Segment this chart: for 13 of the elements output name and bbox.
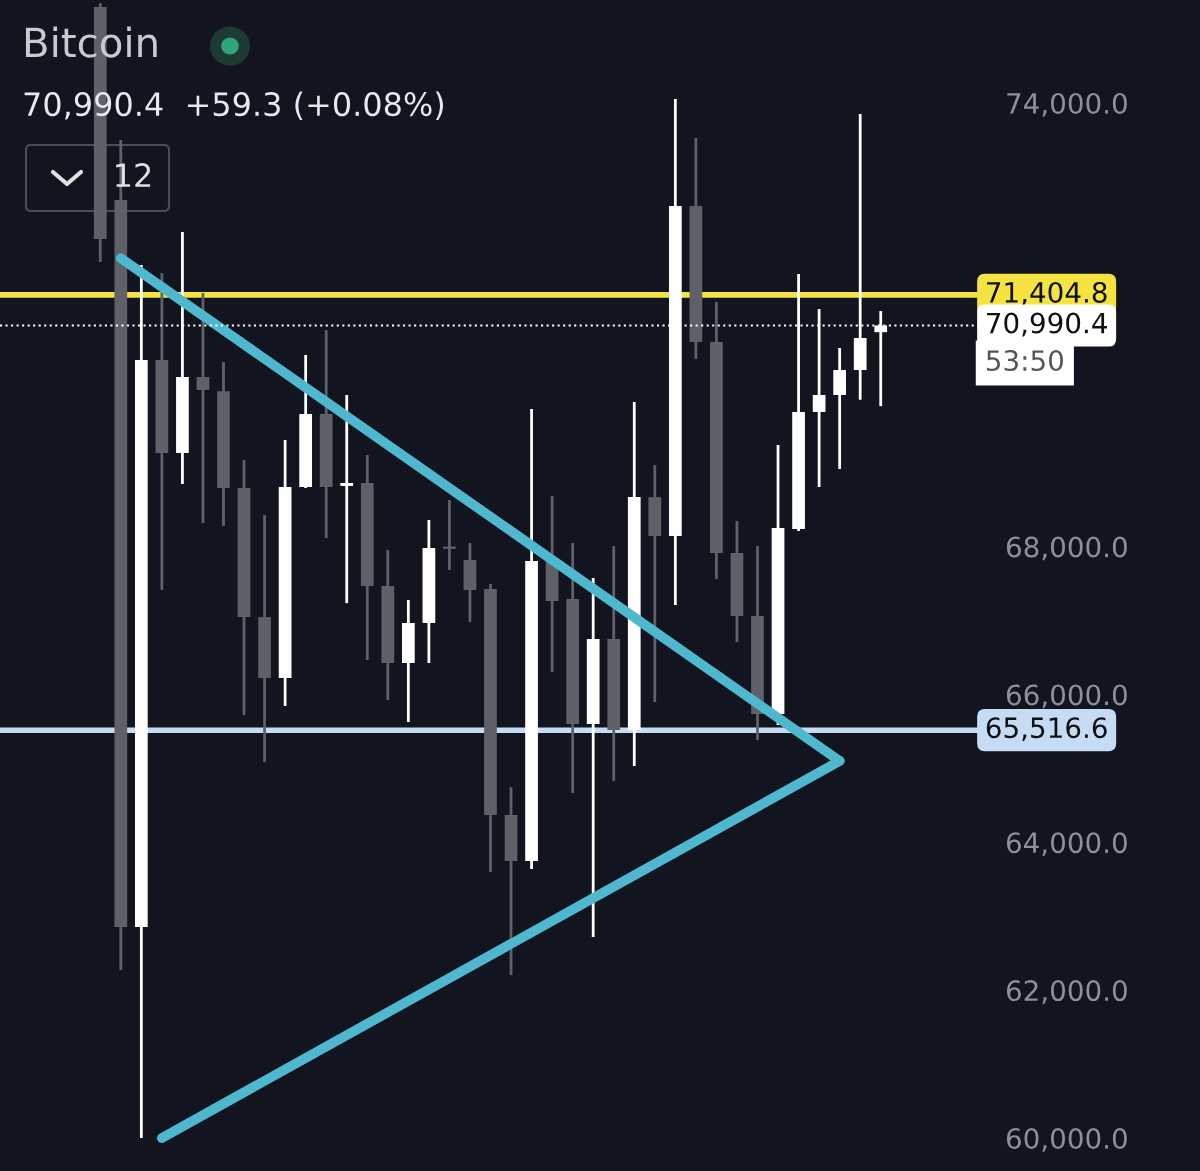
ref-line-label: 70,990.4 bbox=[987, 312, 1107, 337]
y-tick-label: 62,000.0 bbox=[1006, 980, 1127, 1004]
ref-line-label: 65,516.6 bbox=[986, 717, 1107, 742]
text: Bitcoin bbox=[25, 26, 157, 58]
ref-line-label: 71,404.8 bbox=[987, 281, 1107, 306]
text: 53:50 bbox=[986, 350, 1064, 372]
annotation: 12 bbox=[116, 163, 151, 187]
y-tick-label: 74,000.0 bbox=[1007, 92, 1127, 117]
y-tick-label: 68,000.0 bbox=[1006, 536, 1127, 561]
y-tick-label: 60,000.0 bbox=[1006, 1127, 1127, 1152]
y-tick-label: 64,000.0 bbox=[1006, 832, 1127, 857]
y-tick-label: 66,000.0 bbox=[1006, 684, 1127, 709]
text: 70,990.4 +59.3 (+0.08%) bbox=[24, 91, 444, 121]
